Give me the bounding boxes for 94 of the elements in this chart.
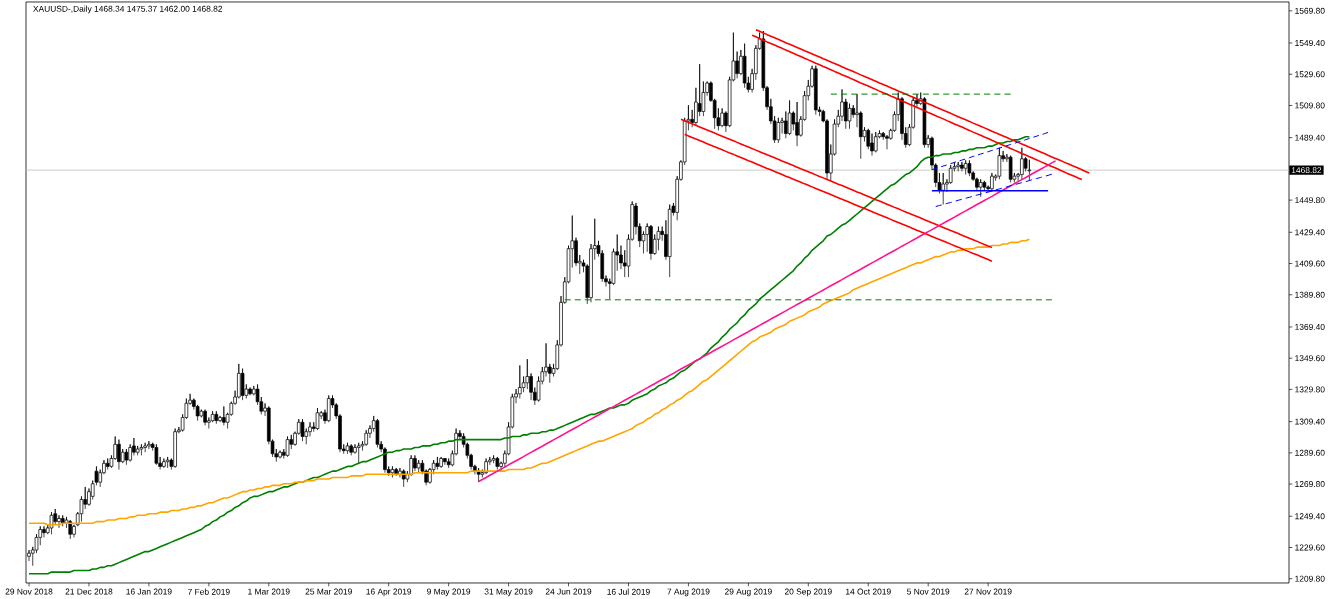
line-series <box>931 131 1049 171</box>
candlestick <box>742 43 747 89</box>
candlestick <box>203 409 207 426</box>
candlestick <box>1027 159 1032 182</box>
ref-line-label: 1468.82 <box>1291 167 1322 174</box>
candlestick <box>278 450 282 459</box>
candlestick <box>214 410 219 425</box>
candlestick <box>105 458 110 470</box>
candlestick <box>873 131 878 153</box>
chart-title: XAUUSD-,Daily 1468.34 1475.37 1462.00 1468.82 <box>33 5 223 14</box>
candlestick <box>240 368 245 401</box>
candlestick <box>990 172 994 193</box>
candlestick <box>997 147 1002 180</box>
candlestick <box>776 117 781 144</box>
candlestick <box>978 178 983 198</box>
candlestick <box>165 456 170 469</box>
candlestick <box>439 456 443 469</box>
y-tick-label: 1269.80 <box>1295 481 1325 488</box>
x-tick-label: 7 Aug 2019 <box>667 588 710 597</box>
x-tick-label: 31 May 2019 <box>484 588 533 597</box>
candlestick <box>967 160 972 177</box>
y-tick-label: 1489.40 <box>1295 134 1325 141</box>
candlestick <box>375 418 380 448</box>
candlestick <box>649 224 653 261</box>
candlestick <box>518 365 522 399</box>
candlestick <box>870 133 874 157</box>
x-tick-label: 25 Mar 2019 <box>305 588 352 595</box>
candlestick <box>667 204 672 278</box>
y-tick-label: 1249.40 <box>1295 513 1325 520</box>
y-tick-label: 1289.60 <box>1295 449 1325 456</box>
candlestick <box>345 442 350 455</box>
candlestick <box>326 395 331 423</box>
x-tick-label: 14 Oct 2019 <box>846 588 891 595</box>
candlestick <box>143 442 147 453</box>
y-tick-label: 1509.80 <box>1295 102 1325 109</box>
candlestick <box>154 443 159 466</box>
candlestick <box>139 443 144 456</box>
candlestick <box>364 429 368 447</box>
candlestick <box>315 407 320 431</box>
candlestick <box>435 456 440 470</box>
candlestick <box>795 101 799 147</box>
x-tick-label: 5 Nov 2019 <box>907 588 950 595</box>
candlestick <box>356 442 361 464</box>
candlestick <box>285 436 290 458</box>
x-tick-label: 27 Nov 2019 <box>964 588 1012 595</box>
candlestick <box>956 161 960 172</box>
candlestick <box>349 443 354 456</box>
candlestick <box>248 387 252 396</box>
x-tick-label: 16 Apr 2019 <box>366 588 412 597</box>
candlestick <box>1008 155 1013 183</box>
candlestick <box>495 456 500 470</box>
x-tick-label: 16 Jan 2019 <box>126 588 172 595</box>
y-tick-label: 1449.80 <box>1295 197 1325 204</box>
candlestick <box>300 418 305 442</box>
x-tick-label: 21 Dec 2018 <box>65 588 113 595</box>
candlestick <box>443 458 447 466</box>
candlestick <box>124 448 129 466</box>
candlestick <box>787 100 792 136</box>
candlestick <box>173 428 177 469</box>
candlestick <box>960 161 964 172</box>
candlestick <box>814 65 818 115</box>
y-tick-label: 1309.40 <box>1295 418 1325 425</box>
y-tick-label: 1229.60 <box>1295 544 1325 551</box>
candlestick <box>656 226 661 251</box>
y-tick-label: 1569.80 <box>1295 7 1325 14</box>
y-tick-label: 1369.40 <box>1295 323 1325 330</box>
candlestick <box>963 160 968 175</box>
x-tick-label: 29 Nov 2018 <box>5 588 53 595</box>
x-tick-label: 16 Jul 2019 <box>607 588 650 595</box>
candlestick <box>222 406 226 426</box>
x-tick-label: 9 May 2019 <box>427 588 471 597</box>
candlestick <box>413 454 417 472</box>
y-tick-label: 1349.60 <box>1295 355 1325 362</box>
y-tick-label: 1429.40 <box>1295 229 1325 236</box>
x-tick-label: 29 Aug 2019 <box>724 588 772 597</box>
candlestick <box>162 458 166 469</box>
x-tick-label: 7 Feb 2019 <box>188 588 230 595</box>
candlestick <box>1020 147 1024 180</box>
candlestick <box>117 439 121 470</box>
x-tick-label: 1 Mar 2019 <box>248 588 290 595</box>
candlestick <box>416 459 421 474</box>
y-tick-label: 1209.80 <box>1295 575 1325 582</box>
candlestick <box>72 524 76 538</box>
y-tick-label: 1389.80 <box>1295 291 1325 298</box>
candlestick <box>147 440 151 450</box>
candlestick <box>720 107 724 128</box>
y-tick-label: 1409.60 <box>1295 260 1325 267</box>
x-tick-label: 20 Sep 2019 <box>784 588 832 597</box>
x-tick-label: 24 Jun 2019 <box>545 588 592 595</box>
y-tick-label: 1529.60 <box>1295 71 1325 78</box>
y-tick-label: 1329.80 <box>1295 386 1325 393</box>
candlestick <box>847 103 852 130</box>
candlestick <box>390 466 395 478</box>
y-tick-label: 1549.40 <box>1295 40 1325 46</box>
